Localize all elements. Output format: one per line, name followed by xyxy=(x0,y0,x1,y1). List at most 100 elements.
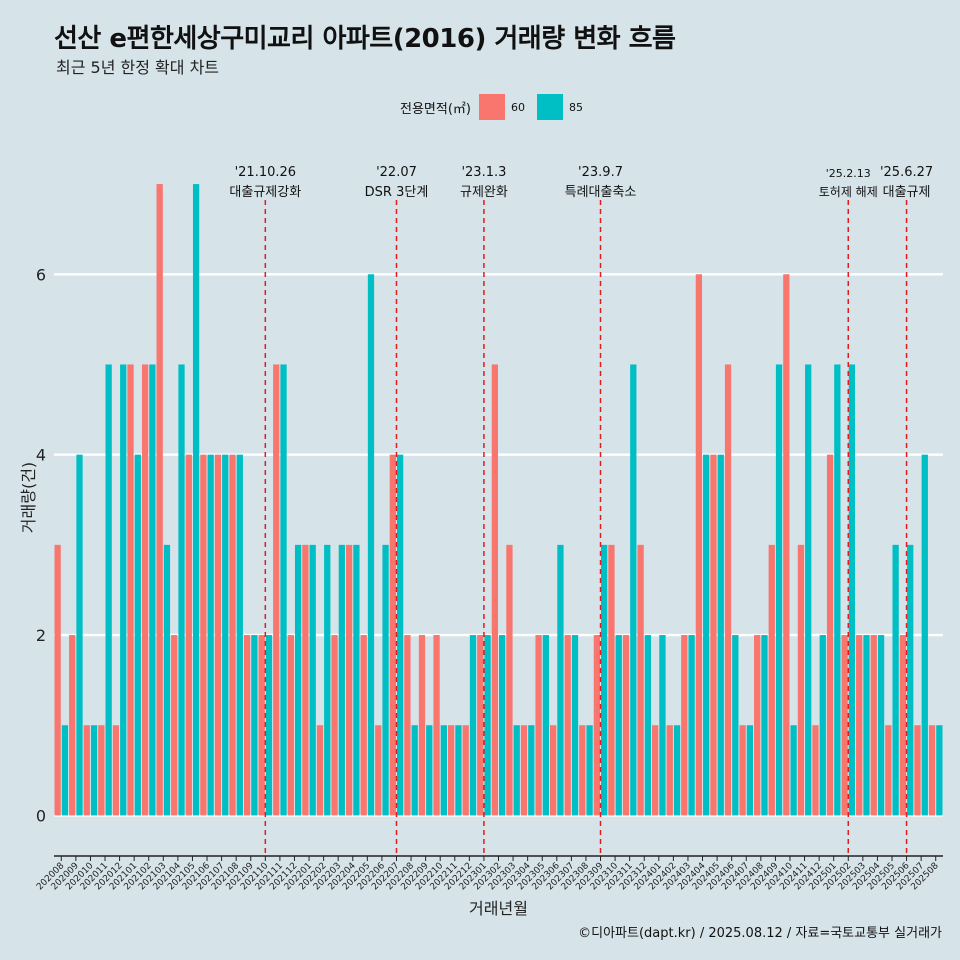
bar-202211-60 xyxy=(447,725,455,816)
chart-caption: ©디아파트(dapt.kr) / 2025.08.12 / 자료=국토교통부 실… xyxy=(578,926,942,941)
bar-202305-60 xyxy=(535,635,542,816)
bar-202202-60 xyxy=(316,725,324,816)
bar-202207-60 xyxy=(389,454,396,816)
bar-202109-60 xyxy=(243,635,251,816)
bar-202501-85 xyxy=(834,364,841,816)
y-tick-label-4: 4 xyxy=(36,446,46,465)
bar-202403-85 xyxy=(688,635,695,816)
bar-202011-85 xyxy=(105,364,112,816)
bar-202212-60 xyxy=(462,725,469,816)
bar-202409-85 xyxy=(775,364,783,816)
bar-202202-85 xyxy=(324,544,331,816)
bar-202306-85 xyxy=(557,544,564,816)
event-date-202110: '21.10.26 xyxy=(235,165,296,180)
bar-202104-60 xyxy=(171,635,178,816)
bar-202506-60 xyxy=(899,635,907,816)
bar-202309-60 xyxy=(593,635,601,816)
bar-202312-85 xyxy=(644,635,652,816)
bar-202303-60 xyxy=(506,544,513,816)
event-date-202207: '22.07 xyxy=(376,165,417,180)
event-date-202502: '25.2.13 xyxy=(826,167,871,180)
bar-202012-85 xyxy=(120,364,127,816)
bar-202205-85 xyxy=(367,274,375,816)
bar-202411-60 xyxy=(797,544,805,816)
bar-202507-85 xyxy=(921,454,928,816)
bar-202407-60 xyxy=(739,725,746,816)
y-tick-label-6: 6 xyxy=(36,265,46,284)
bar-202410-85 xyxy=(790,725,797,816)
bar-202111-85 xyxy=(280,364,287,816)
bar-202210-60 xyxy=(433,635,440,816)
bar-202009-85 xyxy=(76,454,83,816)
bar-202201-85 xyxy=(309,544,316,816)
legend-title: 전용면적(㎡) xyxy=(400,101,471,117)
bar-202105-85 xyxy=(192,184,200,816)
bar-202405-60 xyxy=(710,454,717,816)
bar-202412-60 xyxy=(812,725,819,816)
bar-202210-85 xyxy=(440,725,447,816)
bar-202402-60 xyxy=(666,725,673,816)
bar-202110-60 xyxy=(258,635,265,816)
bar-202506-85 xyxy=(907,544,914,816)
bar-202309-85 xyxy=(601,544,608,816)
bar-202102-85 xyxy=(149,364,156,816)
bar-202009-60 xyxy=(69,635,76,816)
bar-202106-60 xyxy=(200,454,207,816)
bar-202406-60 xyxy=(724,364,732,816)
event-label-202110: 대출규제강화 xyxy=(229,185,301,200)
bar-202303-85 xyxy=(513,725,520,816)
bar-202012-60 xyxy=(112,725,120,816)
bar-202402-85 xyxy=(673,725,681,816)
bar-202106-85 xyxy=(207,454,214,816)
bar-202508-85 xyxy=(936,725,943,816)
y-tick-label-2: 2 xyxy=(36,626,46,645)
bar-202010-60 xyxy=(83,725,90,816)
bar-202310-85 xyxy=(615,635,622,816)
chart-subtitle: 최근 5년 한정 확대 차트 xyxy=(56,58,220,77)
bar-202503-85 xyxy=(863,635,870,816)
bar-202404-60 xyxy=(695,274,703,816)
event-date-202309: '23.9.7 xyxy=(578,165,623,180)
bar-202502-85 xyxy=(848,364,856,816)
bar-202505-60 xyxy=(885,725,892,816)
bar-202410-60 xyxy=(783,274,790,816)
event-label-202301: 규제완화 xyxy=(460,185,508,200)
legend-swatch-85 xyxy=(536,94,563,120)
bar-202203-85 xyxy=(338,544,345,816)
event-label-202502: 토허제 해제 xyxy=(819,185,878,199)
bar-202204-85 xyxy=(353,544,360,816)
bar-202307-60 xyxy=(564,635,571,816)
bar-202209-85 xyxy=(426,725,433,816)
bar-202111-60 xyxy=(273,364,280,816)
bar-202311-85 xyxy=(630,364,637,816)
bar-202205-60 xyxy=(360,635,367,816)
bar-202109-85 xyxy=(251,635,258,816)
bar-202206-60 xyxy=(375,725,382,816)
bar-202405-85 xyxy=(717,454,724,816)
bar-202306-60 xyxy=(550,725,557,816)
bar-202107-85 xyxy=(222,454,229,816)
bar-202307-85 xyxy=(571,635,579,816)
bar-202103-85 xyxy=(163,544,171,816)
bar-202308-85 xyxy=(586,725,593,816)
x-axis-title: 거래년월 xyxy=(469,899,528,918)
bar-202504-85 xyxy=(877,635,885,816)
bar-202103-60 xyxy=(156,184,163,816)
bar-202201-60 xyxy=(302,544,309,816)
bar-202409-60 xyxy=(768,544,775,816)
bar-202208-85 xyxy=(411,725,418,816)
bar-202505-85 xyxy=(892,544,899,816)
bar-202412-85 xyxy=(819,635,826,816)
bar-202407-85 xyxy=(746,725,754,816)
event-date-202301: '23.1.3 xyxy=(461,165,506,180)
bar-202311-60 xyxy=(622,635,630,816)
y-tick-label-0: 0 xyxy=(36,806,46,825)
event-date-202506: '25.6.27 xyxy=(880,165,933,180)
bar-202507-60 xyxy=(914,725,921,816)
bar-202305-85 xyxy=(542,635,550,816)
bar-202206-85 xyxy=(382,544,389,816)
bar-202411-85 xyxy=(805,364,812,816)
bar-202101-60 xyxy=(127,364,134,816)
bar-202112-60 xyxy=(287,635,294,816)
legend: 전용면적(㎡) 60 85 xyxy=(400,93,595,121)
